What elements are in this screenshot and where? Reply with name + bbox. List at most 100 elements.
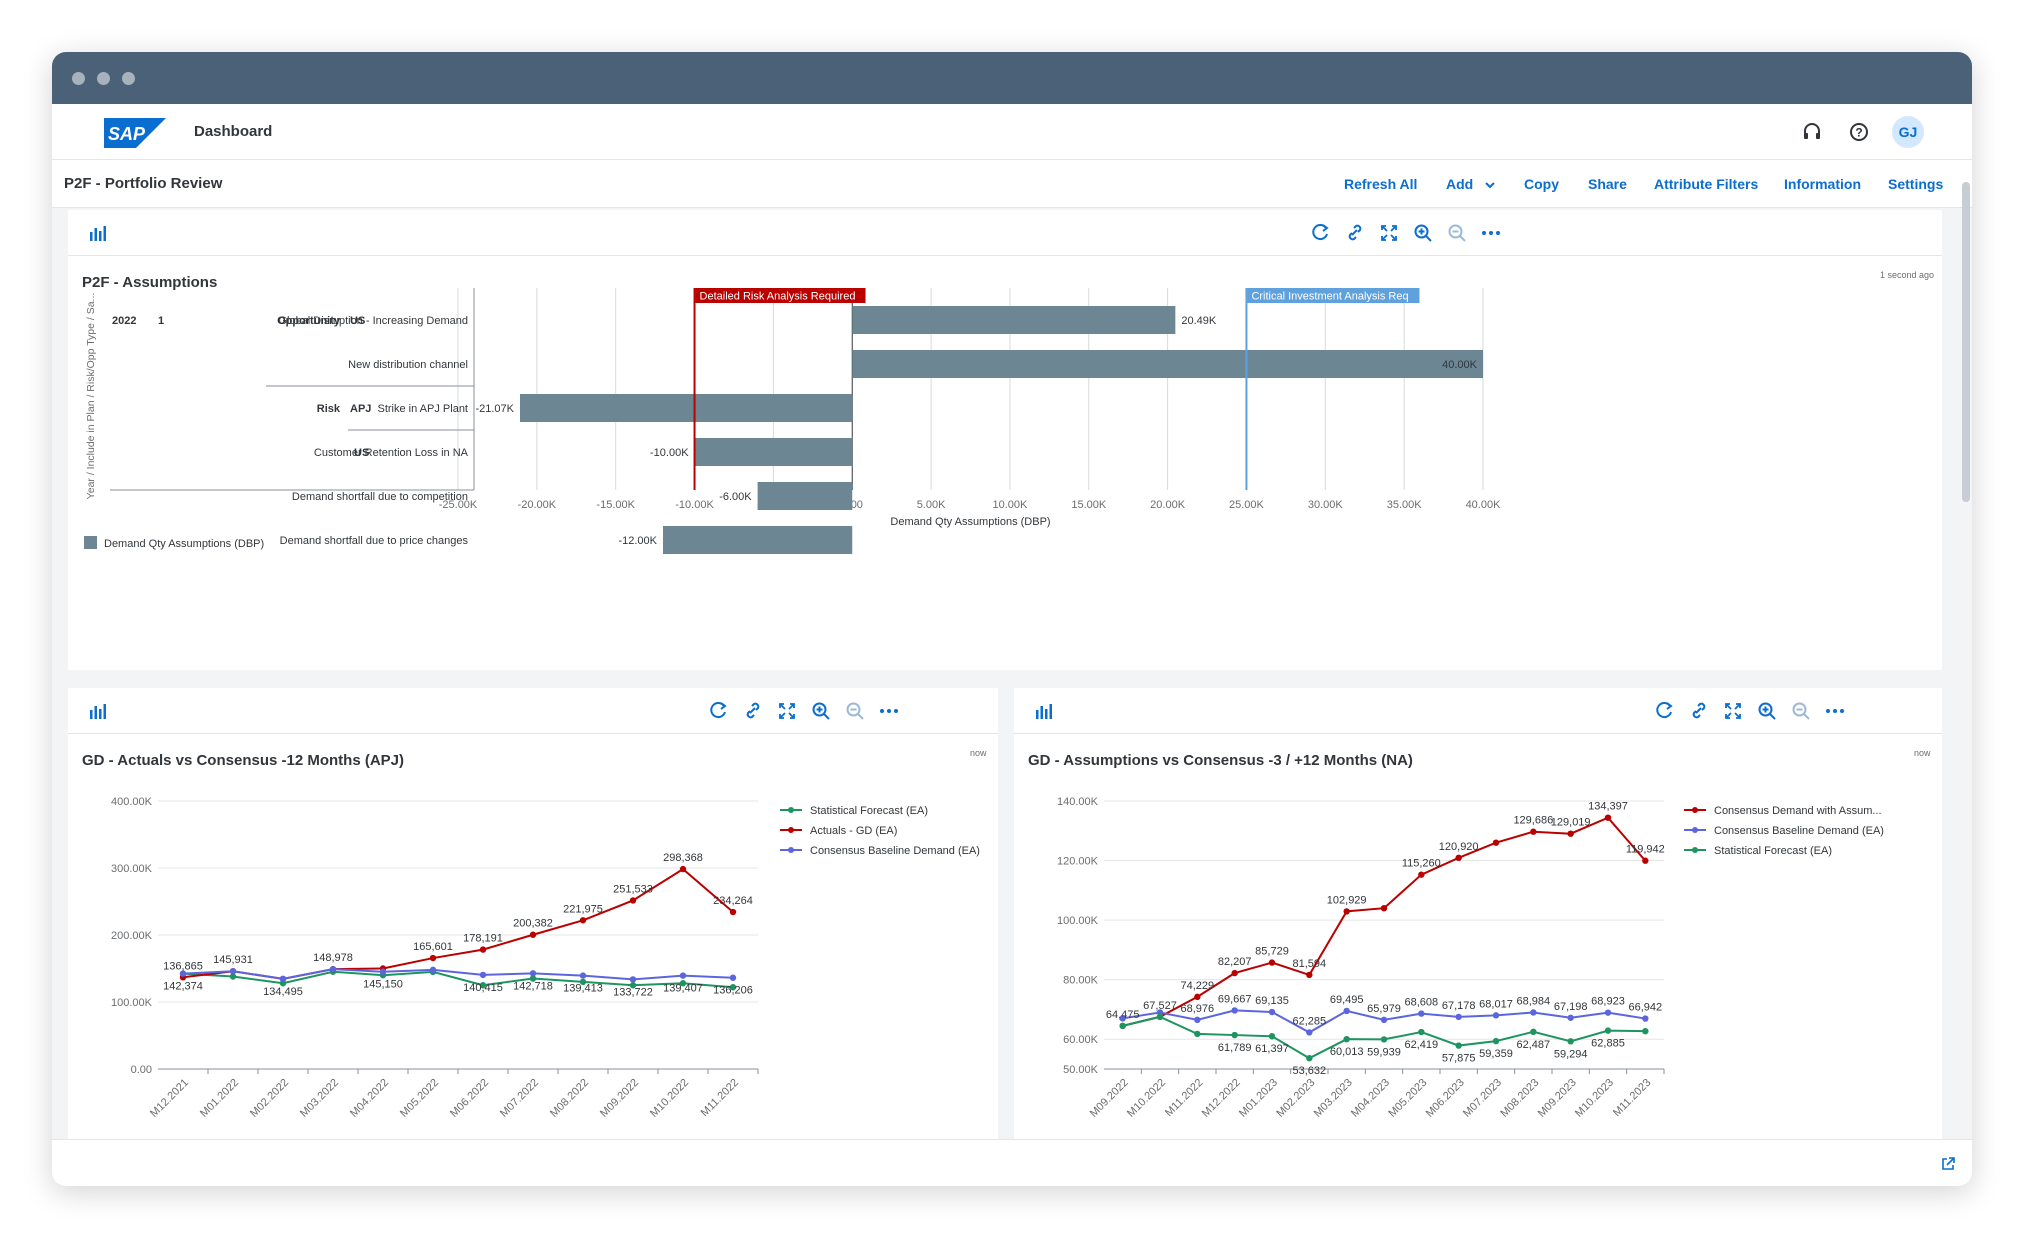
- data-point[interactable]: [1418, 871, 1425, 878]
- bar[interactable]: [757, 482, 853, 510]
- data-point[interactable]: [1567, 1014, 1574, 1021]
- data-point[interactable]: [579, 978, 587, 986]
- data-point[interactable]: [1194, 993, 1201, 1001]
- data-point[interactable]: [179, 970, 187, 977]
- data-point[interactable]: [1343, 908, 1350, 915]
- data-point[interactable]: [729, 908, 737, 916]
- data-point[interactable]: [529, 931, 537, 938]
- zoom-in-icon[interactable]: [812, 702, 830, 720]
- data-point[interactable]: [479, 982, 487, 989]
- page-scrollbar[interactable]: [1962, 182, 1970, 502]
- data-point[interactable]: [279, 975, 287, 983]
- share-button[interactable]: Share: [1588, 176, 1627, 192]
- data-point[interactable]: [629, 897, 637, 904]
- bar[interactable]: [663, 526, 853, 554]
- data-point[interactable]: [429, 966, 437, 974]
- data-point[interactable]: [1156, 1013, 1164, 1021]
- data-point[interactable]: [1567, 830, 1574, 837]
- chevron-down-icon[interactable]: [1484, 180, 1496, 190]
- information-button[interactable]: Information: [1784, 176, 1861, 192]
- data-point[interactable]: [579, 972, 587, 979]
- legend-label[interactable]: Consensus Baseline Demand (EA): [1714, 825, 1884, 837]
- data-point[interactable]: [479, 946, 487, 953]
- data-point[interactable]: [1194, 1030, 1201, 1038]
- data-point[interactable]: [1380, 905, 1388, 912]
- window-maximize-dot[interactable]: [122, 72, 135, 85]
- window-minimize-dot[interactable]: [97, 72, 110, 85]
- data-point[interactable]: [1642, 857, 1649, 864]
- chart-type-icon[interactable]: [90, 704, 106, 719]
- data-point[interactable]: [379, 968, 387, 975]
- user-avatar[interactable]: GJ: [1892, 116, 1924, 148]
- bar[interactable]: [519, 394, 853, 422]
- data-point[interactable]: [1604, 814, 1612, 821]
- data-point[interactable]: [1268, 1008, 1276, 1016]
- bar[interactable]: [852, 350, 1483, 378]
- data-point[interactable]: [1530, 1009, 1537, 1016]
- data-point[interactable]: [529, 970, 537, 977]
- data-point[interactable]: [1268, 1033, 1276, 1040]
- data-point[interactable]: [1231, 969, 1238, 977]
- data-point[interactable]: [1380, 1036, 1388, 1043]
- link-icon[interactable]: [746, 702, 760, 719]
- series-line[interactable]: [1122, 816, 1647, 1027]
- more-icon[interactable]: [1482, 231, 1500, 235]
- zoom-out-icon[interactable]: [1448, 224, 1466, 242]
- data-point[interactable]: [1492, 1037, 1500, 1045]
- data-point[interactable]: [1343, 1035, 1350, 1043]
- settings-button[interactable]: Settings: [1888, 176, 1944, 192]
- fullscreen-icon[interactable]: [779, 703, 795, 719]
- zoom-out-icon[interactable]: [846, 702, 864, 720]
- legend-label[interactable]: Actuals - GD (EA): [810, 825, 897, 837]
- data-point[interactable]: [1455, 1042, 1462, 1049]
- data-point[interactable]: [1343, 1007, 1350, 1015]
- data-point[interactable]: [729, 974, 737, 981]
- zoom-out-icon[interactable]: [1792, 702, 1810, 720]
- data-point[interactable]: [1455, 1013, 1462, 1021]
- data-point[interactable]: [1492, 1012, 1500, 1019]
- data-point[interactable]: [1418, 1028, 1425, 1036]
- data-point[interactable]: [1492, 839, 1500, 846]
- data-point[interactable]: [1530, 828, 1537, 835]
- add-button[interactable]: Add: [1446, 176, 1474, 192]
- data-point[interactable]: [629, 982, 637, 989]
- bar[interactable]: [694, 438, 853, 466]
- data-point[interactable]: [1231, 1007, 1238, 1014]
- data-point[interactable]: [629, 976, 637, 983]
- window-close-dot[interactable]: [72, 72, 85, 85]
- link-icon[interactable]: [1692, 702, 1706, 719]
- legend-label[interactable]: Statistical Forecast (EA): [1714, 845, 1832, 857]
- headset-icon[interactable]: [1800, 120, 1824, 144]
- data-point[interactable]: [1306, 971, 1313, 979]
- data-point[interactable]: [1194, 1016, 1201, 1024]
- sap-logo[interactable]: SAP: [104, 118, 166, 148]
- zoom-in-icon[interactable]: [1758, 702, 1776, 720]
- data-point[interactable]: [529, 975, 537, 982]
- fullscreen-icon[interactable]: [1725, 703, 1741, 719]
- zoom-in-icon[interactable]: [1414, 224, 1432, 242]
- link-icon[interactable]: [1348, 224, 1362, 241]
- open-external-icon[interactable]: [1940, 1156, 1956, 1172]
- legend-label[interactable]: Demand Qty Assumptions (DBP): [104, 538, 264, 550]
- series-line[interactable]: [182, 970, 734, 989]
- chart-type-icon[interactable]: [90, 226, 106, 241]
- data-point[interactable]: [1418, 1010, 1425, 1017]
- help-icon[interactable]: ?: [1847, 120, 1871, 144]
- data-point[interactable]: [579, 917, 587, 924]
- data-point[interactable]: [1119, 1022, 1126, 1030]
- data-point[interactable]: [479, 971, 487, 979]
- data-point[interactable]: [679, 865, 687, 873]
- chart-type-icon[interactable]: [1036, 704, 1052, 719]
- bar[interactable]: [852, 306, 1176, 334]
- data-point[interactable]: [1306, 1054, 1313, 1062]
- data-point[interactable]: [679, 972, 687, 979]
- refresh-icon[interactable]: [1312, 224, 1329, 241]
- data-point[interactable]: [1642, 1027, 1649, 1035]
- data-point[interactable]: [1604, 1027, 1612, 1034]
- copy-button[interactable]: Copy: [1524, 176, 1559, 192]
- refresh-icon[interactable]: [710, 702, 727, 719]
- data-point[interactable]: [1306, 1029, 1313, 1036]
- data-point[interactable]: [679, 980, 687, 987]
- data-point[interactable]: [1642, 1015, 1649, 1022]
- data-point[interactable]: [1380, 1016, 1388, 1024]
